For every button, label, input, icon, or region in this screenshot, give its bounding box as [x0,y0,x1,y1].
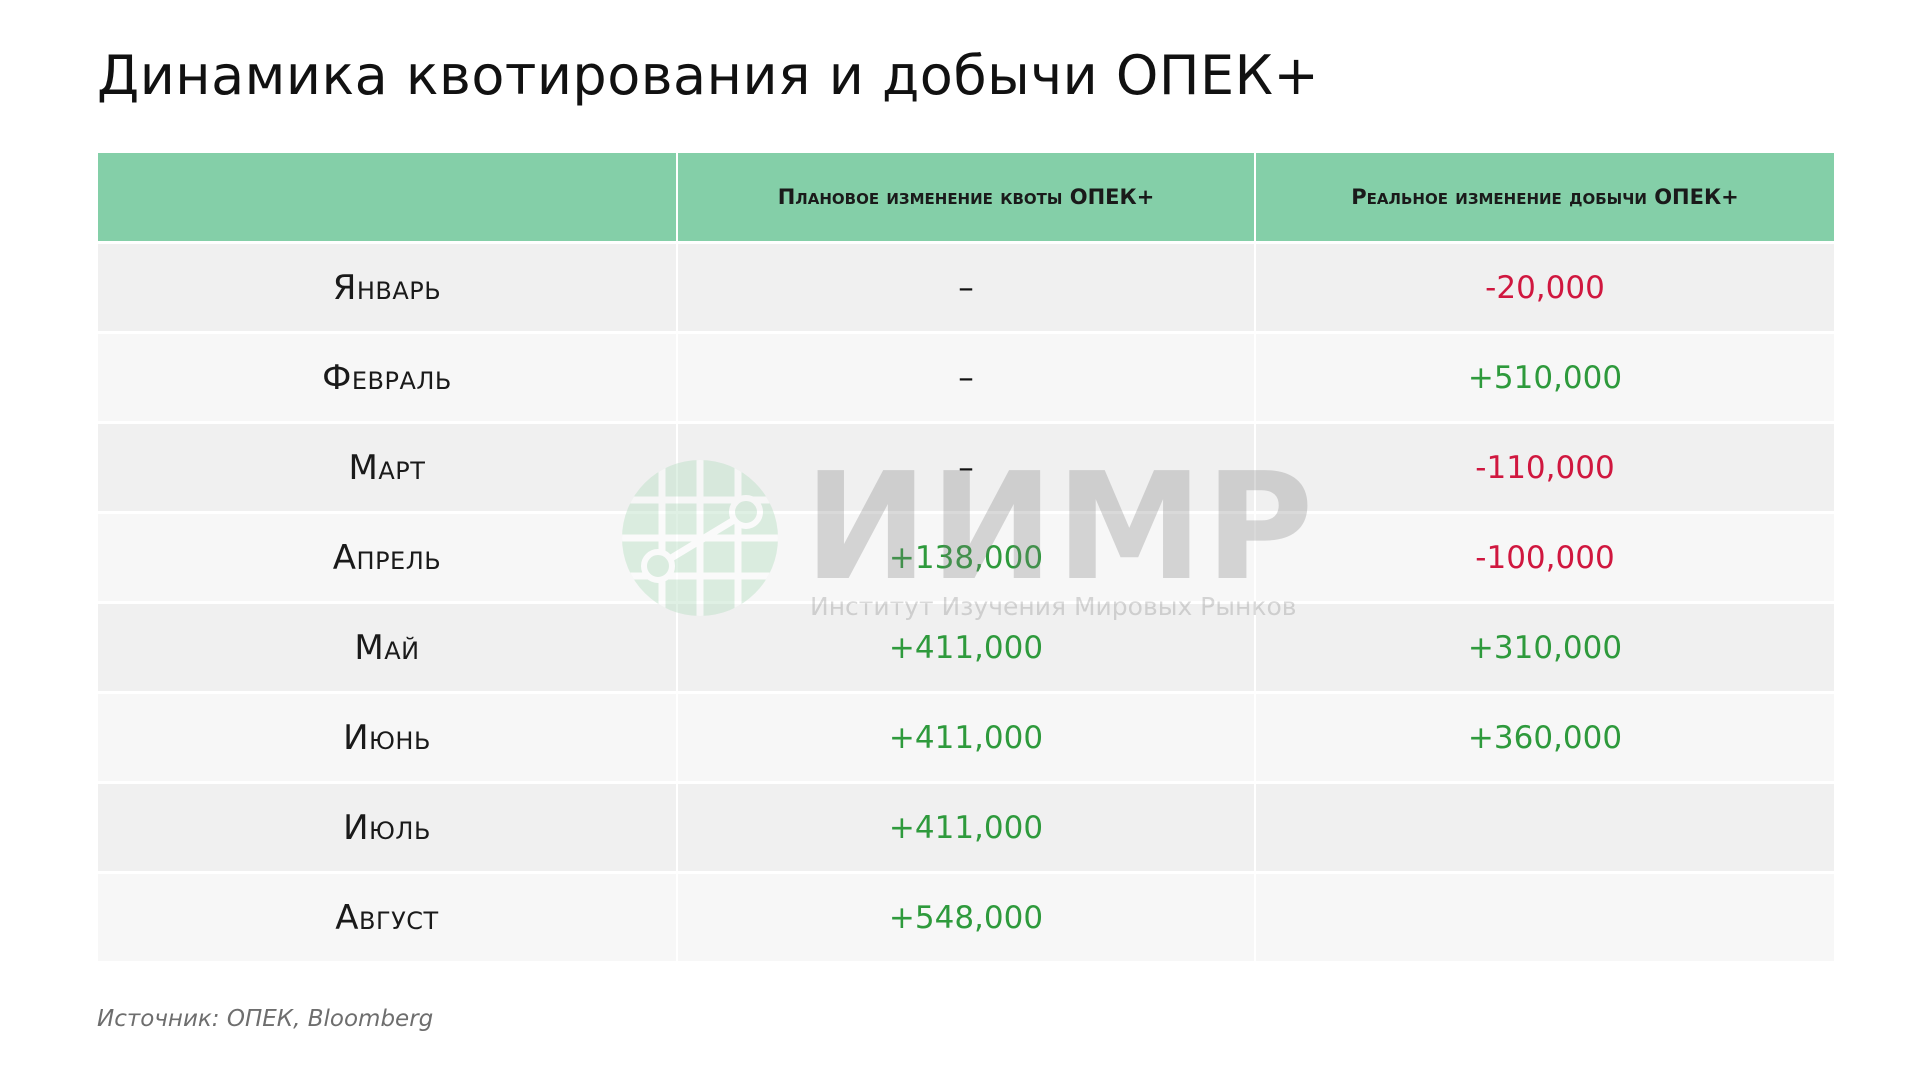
actual-production-cell: +310,000 [1254,601,1834,693]
month-cell: Март [98,421,677,513]
planned-quota-cell: +411,000 [676,781,1255,873]
month-cell: Январь [98,241,677,333]
table-row: Январь – -20,000 [98,241,1834,333]
month-cell: Апрель [98,511,677,603]
actual-production-cell: -100,000 [1254,511,1834,603]
table-row: Февраль – +510,000 [98,331,1834,423]
opec-table-container: Плановое изменение квоты ОПЕК+ Реальное … [98,153,1834,961]
actual-production-cell: -20,000 [1254,241,1834,333]
table-body: Январь – -20,000 Февраль – +510,000 Март – -110,… [98,241,1834,961]
actual-production-cell: +510,000 [1254,331,1834,423]
actual-production-cell [1254,871,1834,961]
planned-quota-cell: – [676,241,1255,333]
planned-quota-cell: – [676,331,1255,423]
planned-quota-cell: – [676,421,1255,513]
table-row: Март – -110,000 [98,421,1834,513]
table-row: Июнь +411,000 +360,000 [98,691,1834,783]
table-row: Август +548,000 [98,871,1834,961]
table-row: Июль +411,000 [98,781,1834,873]
planned-quota-cell: +548,000 [676,871,1255,961]
table-header: Плановое изменение квоты ОПЕК+ Реальное … [98,153,1834,243]
month-cell: Август [98,871,677,961]
column-header-planned: Плановое изменение квоты ОПЕК+ [676,153,1255,243]
month-cell: Июнь [98,691,677,783]
actual-production-cell: -110,000 [1254,421,1834,513]
opec-quota-table: Плановое изменение квоты ОПЕК+ Реальное … [98,153,1834,961]
month-cell: Июль [98,781,677,873]
table-row: Апрель +138,000 -100,000 [98,511,1834,603]
column-header-month [98,153,677,243]
table-row: Май +411,000 +310,000 [98,601,1834,693]
month-cell: Февраль [98,331,677,423]
month-cell: Май [98,601,677,693]
actual-production-cell [1254,781,1834,873]
planned-quota-cell: +411,000 [676,691,1255,783]
planned-quota-cell: +411,000 [676,601,1255,693]
column-header-actual: Реальное изменение добычи ОПЕК+ [1254,153,1834,243]
page-title: Динамика квотирования и добычи ОПЕК+ [97,44,1320,107]
table-header-row: Плановое изменение квоты ОПЕК+ Реальное … [98,153,1834,243]
actual-production-cell: +360,000 [1254,691,1834,783]
source-note: Источник: ОПЕК, Bloomberg [97,1006,434,1032]
planned-quota-cell: +138,000 [676,511,1255,603]
